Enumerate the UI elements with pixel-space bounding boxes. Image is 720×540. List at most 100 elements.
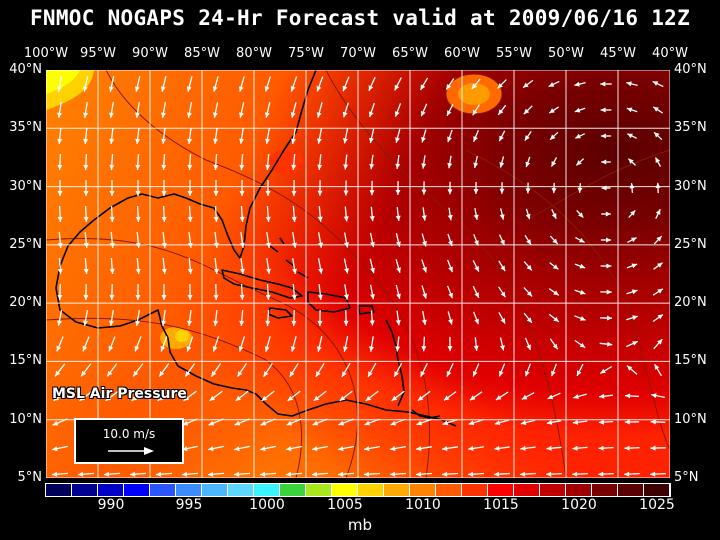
wind-arrow xyxy=(498,234,506,246)
wind-arrow xyxy=(157,390,171,402)
wind-arrow xyxy=(83,257,89,275)
longitude-label: 50°W xyxy=(548,46,584,61)
wind-arrow xyxy=(135,101,140,119)
wind-arrow xyxy=(574,263,586,269)
wind-arrow xyxy=(238,76,245,92)
wind-arrow xyxy=(395,284,401,300)
wind-arrow xyxy=(652,80,664,88)
wind-arrow xyxy=(574,289,586,295)
wind-arrow xyxy=(105,390,119,402)
wind-arrow xyxy=(77,471,95,477)
wind-arrow xyxy=(292,231,297,249)
wind-arrow xyxy=(212,76,219,92)
wind-arrow xyxy=(624,445,640,451)
wind-arrow xyxy=(57,75,63,93)
wind-arrow xyxy=(161,153,167,171)
wind-arrow xyxy=(316,102,323,118)
wind-arrow xyxy=(549,131,559,141)
wind-arrow xyxy=(341,362,351,378)
wind-arrow xyxy=(187,283,193,301)
wind-arrow xyxy=(497,79,507,89)
wind-arrow xyxy=(599,341,613,347)
wind-arrow xyxy=(109,127,115,145)
wind-arrow xyxy=(285,445,303,451)
wind-arrow xyxy=(601,211,611,217)
wind-arrow xyxy=(575,237,585,243)
low-pressure-core-northwest xyxy=(46,70,80,94)
wind-arrow xyxy=(598,471,614,477)
wind-arrow xyxy=(421,336,427,352)
wind-arrow xyxy=(134,336,142,352)
wind-arrow xyxy=(654,363,662,377)
pressure-colorbar xyxy=(45,483,671,497)
wind-arrow xyxy=(103,471,121,477)
wind-arrow xyxy=(472,260,480,272)
wind-arrow xyxy=(415,471,433,477)
wind-arrow xyxy=(83,153,89,171)
wind-arrow xyxy=(213,205,219,223)
wind-arrow xyxy=(83,180,89,196)
wind-arrow xyxy=(416,418,432,426)
wind-arrow xyxy=(394,103,402,117)
colorbar-tick-label: 1005 xyxy=(327,497,363,513)
colorbar-swatch xyxy=(488,484,514,496)
wind-arrow xyxy=(291,309,297,327)
coastline-cuba xyxy=(221,269,303,299)
wind-arrow xyxy=(83,231,89,249)
wind-arrow xyxy=(546,471,562,477)
wind-arrow xyxy=(625,340,639,348)
low-pressure-core-north xyxy=(458,83,490,105)
wind-arrow xyxy=(626,289,638,295)
isobar xyxy=(105,70,430,478)
colorbar-swatch xyxy=(436,484,462,496)
colorbar-swatch xyxy=(618,484,644,496)
wind-arrow xyxy=(421,310,427,326)
wind-arrow xyxy=(499,156,505,168)
wind-arrow xyxy=(57,257,63,275)
wind-arrow xyxy=(446,363,454,377)
wind-arrow xyxy=(652,288,664,296)
wind-arrow xyxy=(187,153,193,171)
wind-arrow xyxy=(238,102,245,118)
latitude-label: 35°N xyxy=(9,120,42,136)
wind-arrow xyxy=(213,232,219,248)
wind-arrow xyxy=(468,445,484,451)
wind-arrow xyxy=(627,158,637,166)
wind-arrow xyxy=(395,155,401,169)
wind-arrow xyxy=(472,104,480,116)
wind-arrow xyxy=(317,128,323,144)
wind-arrow xyxy=(394,77,402,91)
wind-arrow xyxy=(599,315,613,321)
wind-arrow xyxy=(286,418,302,426)
wind-arrow xyxy=(317,232,323,248)
wind-arrow xyxy=(599,393,613,399)
wind-arrow xyxy=(135,283,141,301)
wind-arrow xyxy=(316,336,323,352)
latitude-label: 15°N xyxy=(9,353,42,369)
wind-arrow xyxy=(265,309,271,327)
colorbar-swatch xyxy=(202,484,228,496)
pressure-cell-offshore xyxy=(268,150,304,174)
pressure-map xyxy=(46,70,670,478)
wind-arrow xyxy=(155,471,173,477)
wind-arrow xyxy=(473,207,479,221)
wind-arrow xyxy=(395,259,401,273)
wind-arrow xyxy=(83,76,89,92)
wind-arrow xyxy=(57,205,63,223)
wind-arrow xyxy=(548,106,560,114)
wind-arrow xyxy=(289,362,299,378)
wind-arrow xyxy=(447,311,453,325)
wind-arrow xyxy=(263,362,273,378)
wind-arrow xyxy=(234,445,250,451)
wind-arrow xyxy=(624,471,640,477)
wind-arrow xyxy=(653,235,663,245)
colorbar-swatch xyxy=(644,484,670,496)
wind-arrow xyxy=(395,207,401,221)
longitude-label: 55°W xyxy=(496,46,532,61)
wind-arrow xyxy=(573,393,587,399)
colorbar-swatch xyxy=(358,484,384,496)
latitude-label: 30°N xyxy=(9,178,42,194)
wind-arrow xyxy=(417,390,431,402)
wind-arrow xyxy=(495,391,509,401)
wind-arrow xyxy=(161,284,167,300)
